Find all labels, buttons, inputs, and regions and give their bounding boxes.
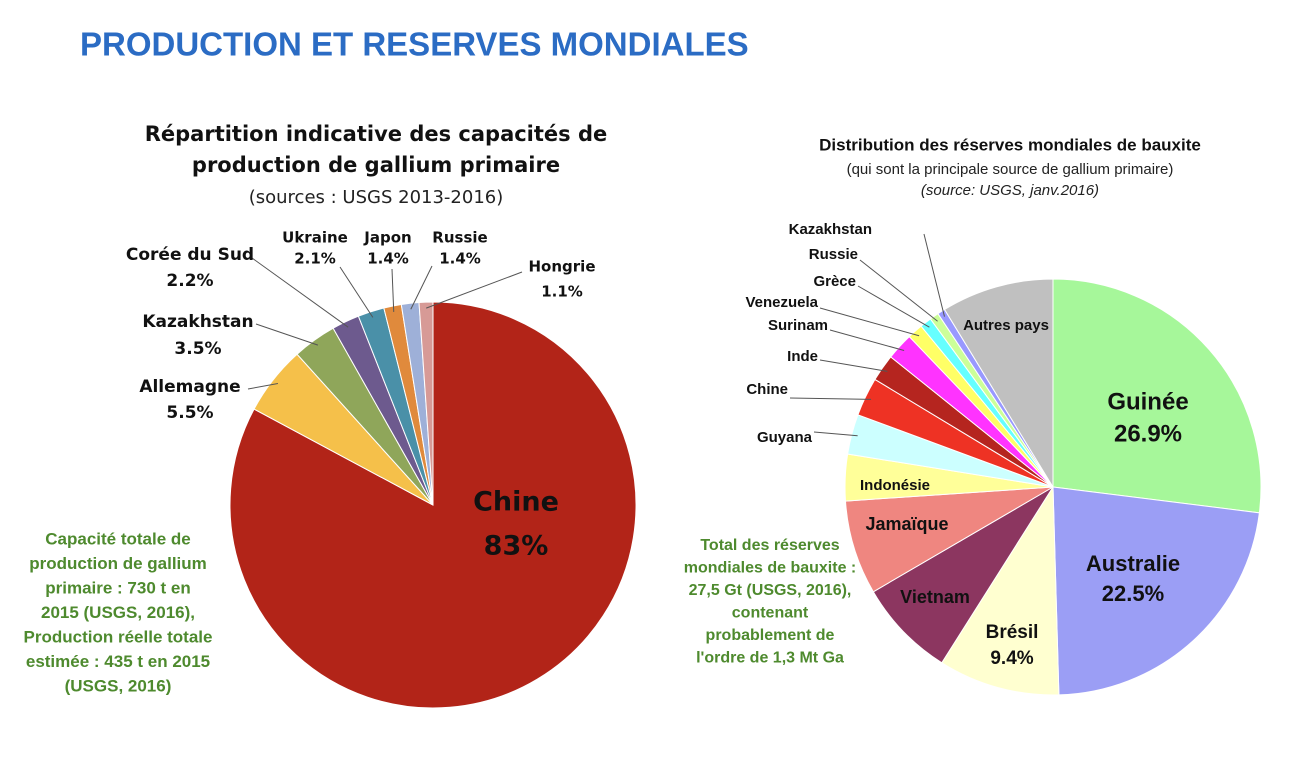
- leader-line: [859, 259, 938, 322]
- annotation: primaire : 730 t en: [45, 578, 191, 597]
- slice-label: Kazakhstan: [142, 312, 253, 332]
- leader-line: [813, 431, 858, 437]
- annotation: estimée : 435 t en 2015: [26, 652, 210, 671]
- slice-value: 3.5%: [174, 339, 221, 359]
- slice-label: Japon: [363, 229, 411, 247]
- annotation: Capacité totale de: [45, 529, 191, 548]
- annotation: Production réelle totale: [24, 627, 213, 646]
- slice-label: Grèce: [813, 273, 856, 290]
- slice-label: Guyana: [757, 429, 813, 446]
- chart-title: production de gallium primaire: [192, 153, 560, 177]
- annotation: production de gallium: [29, 554, 207, 573]
- slice-label: Autres pays: [963, 317, 1049, 334]
- slice-value: 5.5%: [166, 403, 213, 423]
- slice-label: Ukraine: [282, 229, 348, 247]
- annotation: (USGS, 2016): [65, 676, 172, 695]
- leader-line: [391, 268, 395, 312]
- annotation: Total des réserves: [700, 537, 839, 554]
- slice-value: 9.4%: [990, 648, 1033, 669]
- slice-label: Hongrie: [529, 258, 596, 276]
- slice-label: Corée du Sud: [126, 245, 254, 265]
- slice-value: 2.1%: [294, 250, 336, 268]
- slice-label: Russie: [432, 229, 487, 247]
- leader-line: [410, 265, 433, 310]
- slice-label: Vietnam: [900, 587, 970, 607]
- slice-value: 83%: [484, 531, 549, 562]
- pie-slice: [872, 486, 1054, 664]
- slice-label: Russie: [809, 246, 858, 263]
- slice-label: Kazakhstan: [789, 221, 872, 238]
- slice-value: 26.9%: [1114, 420, 1182, 447]
- leader-line: [857, 285, 930, 328]
- slice-label: Surinam: [768, 317, 828, 334]
- leader-line: [426, 271, 523, 309]
- pie-slice: [418, 301, 434, 506]
- page-title: PRODUCTION ET RESERVES MONDIALES: [80, 26, 749, 63]
- annotation: probablement de: [706, 627, 835, 644]
- leader-line: [255, 323, 319, 346]
- pie-slice: [943, 278, 1054, 489]
- leader-line: [819, 359, 888, 372]
- slice-label: Jamaïque: [865, 514, 948, 534]
- slice-value: 1.4%: [367, 250, 409, 268]
- annotation: contenant: [732, 605, 809, 622]
- slice-label: Inde: [787, 348, 818, 365]
- chart-subtitle: (qui sont la principale source de galliu…: [847, 161, 1174, 178]
- chart-source: (source: USGS, janv.2016): [921, 182, 1099, 199]
- chart-subtitle: (sources : USGS 2013-2016): [249, 187, 504, 208]
- leader-line: [923, 233, 945, 317]
- chart-title: Distribution des réserves mondiales de b…: [819, 135, 1201, 154]
- pie-slice: [1052, 486, 1260, 696]
- slice-label: Chine: [473, 487, 559, 518]
- leader-line: [251, 257, 349, 328]
- annotation: l'ordre de 1,3 Mt Ga: [696, 650, 844, 667]
- pie-slice: [1052, 278, 1262, 514]
- slice-label: Guinée: [1107, 388, 1188, 415]
- leader-line: [819, 307, 920, 337]
- slice-value: 1.4%: [439, 250, 481, 268]
- slice-value: 2.2%: [166, 271, 213, 291]
- leader-line: [339, 266, 374, 318]
- slice-value: 22.5%: [1102, 581, 1164, 606]
- annotation: 27,5 Gt (USGS, 2016),: [689, 582, 852, 599]
- leader-line: [829, 329, 905, 351]
- slice-label: Brésil: [986, 622, 1039, 643]
- slice-label: Allemagne: [139, 377, 240, 397]
- chart-title: Répartition indicative des capacités de: [145, 122, 608, 146]
- slice-label: Indonésie: [860, 477, 930, 494]
- annotation: 2015 (USGS, 2016),: [41, 603, 195, 622]
- slice-value: 1.1%: [541, 283, 583, 301]
- annotation: mondiales de bauxite :: [684, 560, 856, 577]
- slice-label: Australie: [1086, 551, 1180, 576]
- leader-line: [247, 382, 279, 390]
- pie-slice: [941, 485, 1060, 696]
- slice-label: Venezuela: [745, 294, 818, 311]
- leader-line: [789, 397, 872, 400]
- slice-label: Chine: [746, 381, 788, 398]
